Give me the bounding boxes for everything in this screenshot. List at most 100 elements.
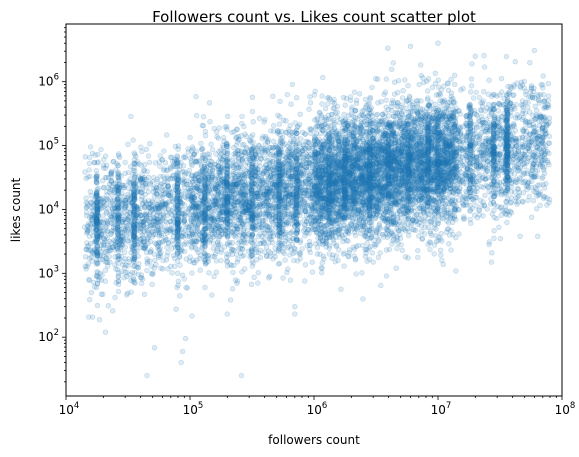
scatter-point [275,173,282,179]
scatter-point [515,186,521,192]
scatter-point [429,232,435,239]
scatter-point [414,108,421,115]
scatter-point [340,164,346,170]
scatter-point [376,185,382,191]
scatter-point [401,160,407,166]
scatter-point [460,180,467,187]
scatter-point [255,280,261,286]
scatter-point [452,81,458,88]
scatter-point [340,251,347,257]
scatter-point [349,170,355,176]
scatter-point [318,265,324,271]
scatter-point [442,148,448,155]
scatter-point [324,234,330,241]
scatter-point [485,91,492,97]
scatter-point [431,125,437,131]
scatter-point [440,261,446,267]
scatter-point [171,158,178,165]
scatter-point [419,236,425,242]
scatter-point [364,258,370,264]
scatter-point [470,95,477,101]
scatter-point [400,87,406,94]
scatter-point [89,217,96,223]
scatter-point [489,250,495,256]
scatter-point [242,266,248,272]
scatter-point [354,97,360,103]
scatter-point [349,200,355,207]
scatter-point [317,206,324,213]
scatter-point [222,210,228,217]
scatter-point [327,210,333,216]
scatter-point [144,267,150,274]
scatter-point [364,129,370,135]
scatter-point [361,160,367,166]
scatter-point [482,108,488,114]
scatter-point [82,154,89,160]
scatter-point [443,142,449,148]
scatter-point [422,146,428,152]
scatter-point [239,152,245,158]
scatter-point [208,141,214,148]
scatter-point [109,308,116,314]
scatter-point [416,81,422,88]
scatter-point [467,207,473,213]
scatter-point [169,270,175,276]
scatter-point [334,176,340,182]
scatter-point [267,227,273,234]
scatter-point [445,118,452,125]
scatter-point [235,180,241,186]
scatter-point [249,263,256,269]
scatter-point [437,247,444,254]
scatter-point [390,211,397,217]
scatter-point [287,140,293,147]
scatter-point [398,242,404,248]
scatter-point [239,246,245,252]
scatter-point [424,78,430,84]
scatter-point [225,240,231,246]
scatter-point [435,176,442,182]
scatter-point [443,105,450,111]
scatter-point [435,173,441,179]
scatter-point [351,177,357,183]
scatter-point [340,94,347,101]
scatter-point [377,250,383,256]
scatter-point [352,141,359,147]
scatter-point [255,270,261,276]
scatter-point [239,179,246,185]
scatter-point [189,270,195,276]
scatter-point [351,89,358,95]
scatter-point [348,155,354,161]
scatter-point [479,150,485,156]
scatter-point [323,214,330,221]
scatter-point [309,269,316,275]
scatter-point [141,291,148,297]
scatter-point [327,156,333,162]
scatter-point [496,160,502,167]
scatter-point [288,101,294,107]
scatter-point [361,180,368,187]
scatter-point [212,202,218,208]
scatter-point [369,84,375,91]
scatter-point [402,77,408,83]
scatter-point [413,168,420,174]
scatter-point [341,111,347,118]
scatter-point [470,196,476,202]
scatter-point [375,162,382,168]
scatter-point [360,172,366,178]
scatter-point [324,101,331,107]
scatter-point [469,61,475,67]
scatter-point [277,98,283,105]
scatter-point [267,202,273,209]
scatter-point [519,198,526,205]
scatter-point [209,292,215,298]
scatter-point [448,153,454,160]
scatter-point [419,150,426,157]
scatter-point [147,238,154,245]
scatter-point [363,199,369,206]
scatter-point [426,204,433,210]
scatter-point [187,134,193,141]
scatter-point [282,257,288,263]
scatter-point [200,113,207,120]
scatter-point [281,251,287,257]
scatter-point [336,162,342,168]
